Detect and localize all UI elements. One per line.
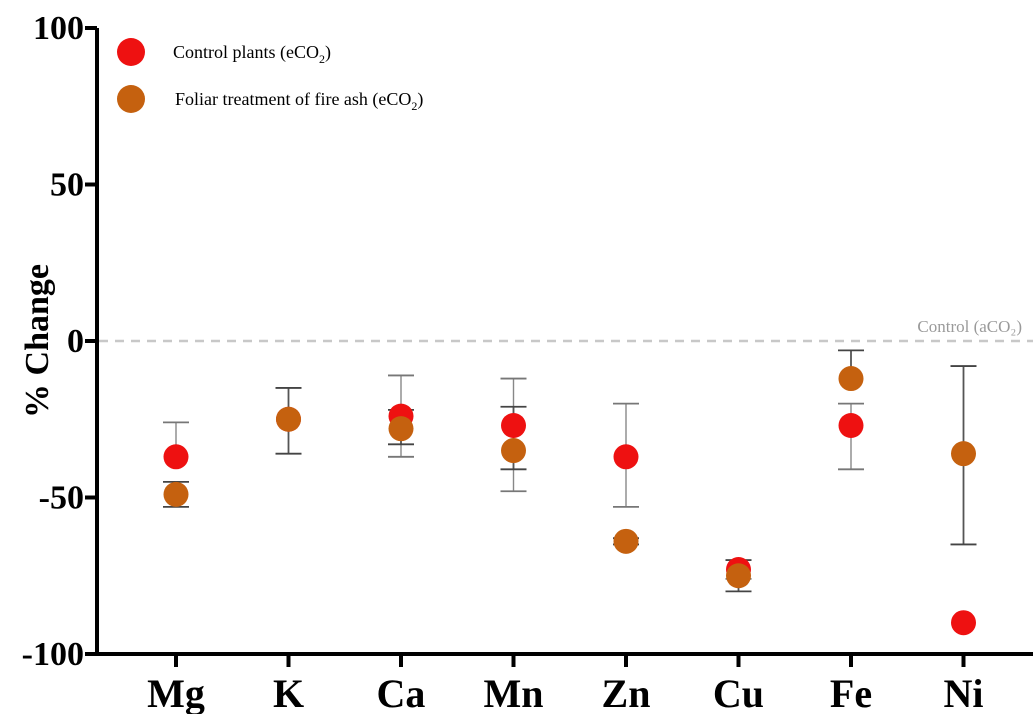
x-tick-label: Zn bbox=[602, 671, 651, 714]
y-ticks: -100 -50 0 50 100 bbox=[22, 10, 97, 673]
fire-ash-point bbox=[501, 438, 526, 464]
fire-ash-point bbox=[726, 563, 751, 589]
legend: Control plants (eCO2) Foliar treatment of… bbox=[117, 38, 423, 113]
control-point bbox=[501, 413, 526, 439]
y-axis-label: % Change bbox=[19, 264, 56, 418]
y-tick-label: 50 bbox=[50, 167, 84, 204]
fire-ash-point bbox=[163, 481, 189, 507]
data-points bbox=[163, 366, 976, 636]
fire-ash-point bbox=[951, 441, 976, 467]
reference-line-label: Control (aCO₂) bbox=[917, 317, 1022, 336]
y-tick-label: 0 bbox=[67, 323, 84, 360]
control-point bbox=[951, 610, 976, 636]
x-tick-label: Ni bbox=[944, 671, 984, 714]
y-tick-label: -100 bbox=[22, 636, 84, 673]
legend-marker-fire-ash bbox=[117, 85, 145, 113]
x-tick-label: Mn bbox=[484, 671, 544, 714]
fire-ash-point bbox=[613, 528, 639, 554]
x-ticks: Mg K Ca Mn Zn Cu Fe Ni bbox=[147, 654, 984, 714]
control-point bbox=[613, 444, 639, 470]
legend-label: Control plants (eCO2) bbox=[173, 42, 331, 66]
x-tick-label: Fe bbox=[830, 671, 872, 714]
fire-ash-point bbox=[276, 406, 301, 432]
control-point bbox=[163, 444, 189, 470]
x-tick-label: Cu bbox=[713, 671, 764, 714]
fire-ash-point bbox=[838, 366, 864, 392]
reference-line-group: Control (aCO₂) bbox=[99, 317, 1033, 343]
fire-ash-point bbox=[388, 416, 414, 442]
y-tick-label: 100 bbox=[33, 10, 84, 47]
x-tick-label: K bbox=[273, 671, 304, 714]
x-tick-label: Ca bbox=[377, 671, 426, 714]
control-point bbox=[838, 413, 864, 439]
legend-marker-control bbox=[117, 38, 145, 66]
y-tick-label: -50 bbox=[39, 480, 84, 517]
legend-label: Foliar treatment of fire ash (eCO2) bbox=[175, 89, 423, 113]
x-tick-label: Mg bbox=[147, 671, 205, 714]
